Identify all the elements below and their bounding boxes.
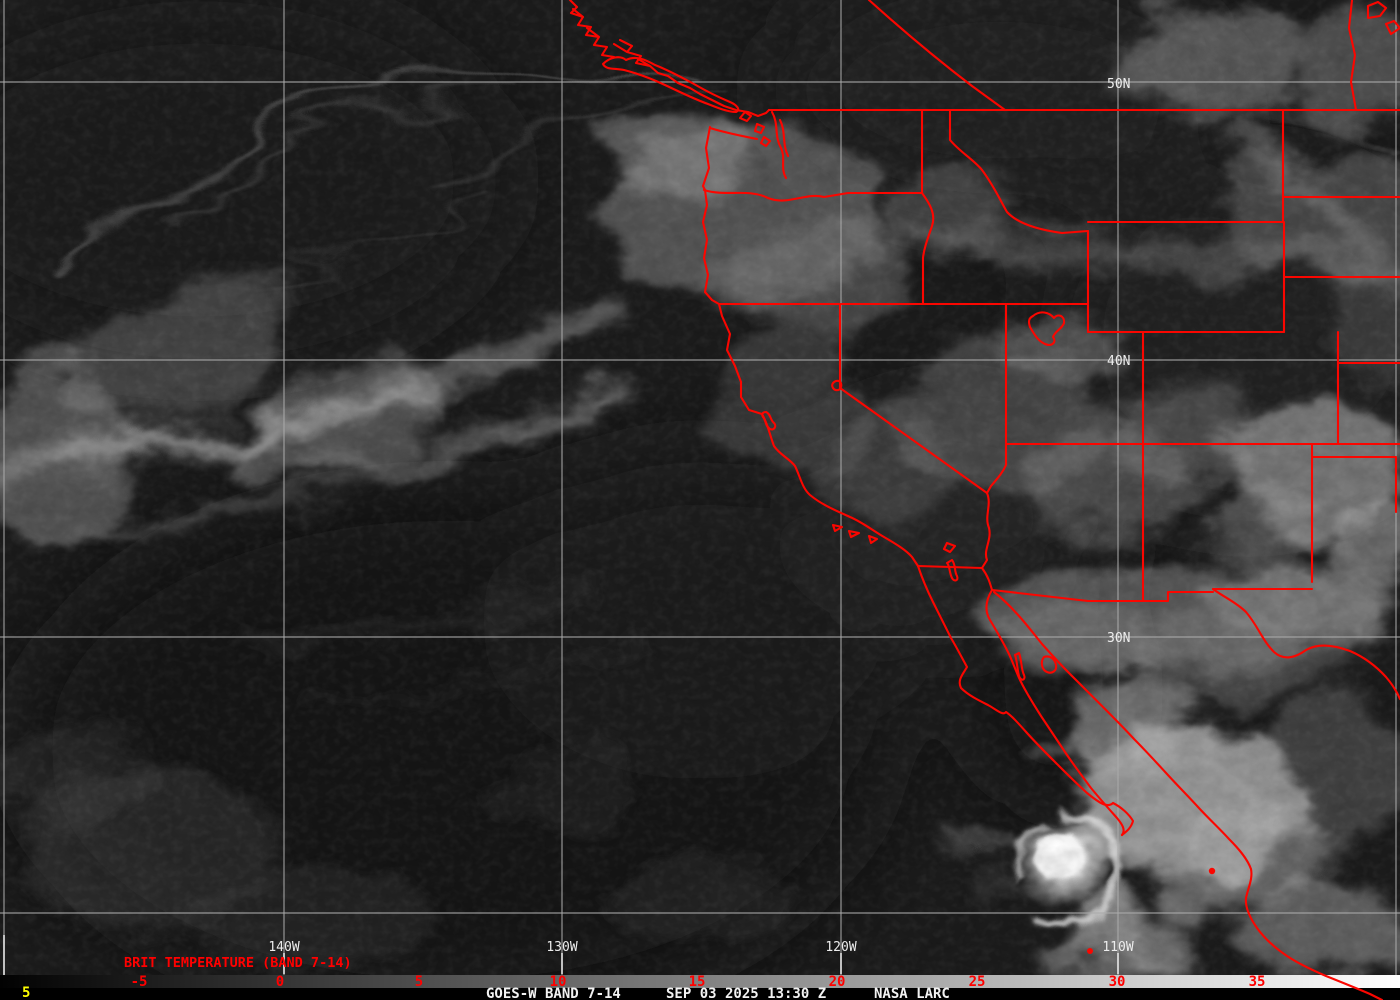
border-nevada-arizona-colorado-river bbox=[980, 442, 1008, 570]
island-marker-2 bbox=[1208, 867, 1216, 875]
colorbar-value-15: 15 bbox=[689, 974, 706, 990]
image-product-label: BRIT TEMPERATURE (BAND 7-14) bbox=[124, 955, 352, 971]
frame-number: 5 bbox=[22, 985, 30, 1000]
footer-credit: NASA LARC bbox=[874, 986, 950, 1000]
longitude-label-140W: 140W bbox=[268, 940, 299, 955]
longitude-tick-marks bbox=[283, 953, 1119, 974]
colorbar-tick-labels: -5 0 5 10 15 20 25 30 35 bbox=[131, 974, 1266, 990]
latitude-label-50N: 50N bbox=[1107, 77, 1130, 92]
footer-instrument-label: GOES-W BAND 7-14 bbox=[486, 986, 621, 1000]
colorbar-value-30: 30 bbox=[1109, 974, 1126, 990]
salton-sea bbox=[945, 558, 959, 582]
latitude-label-30N: 30N bbox=[1107, 631, 1130, 646]
gulf-of-california-islands bbox=[1013, 651, 1058, 681]
brightness-temperature-colorbar bbox=[0, 975, 1400, 988]
manitoba-lakes bbox=[1366, 0, 1400, 36]
longitude-labels: 140W 130W 120W 110W bbox=[268, 940, 1133, 955]
footer-timestamp: SEP 03 2025 13:30 Z bbox=[666, 986, 826, 1000]
colorbar-value-10: 10 bbox=[550, 974, 567, 990]
latitude-labels: 50N 40N 30N bbox=[1107, 77, 1130, 646]
colorbar-value-20: 20 bbox=[829, 974, 846, 990]
latitude-label-40N: 40N bbox=[1107, 354, 1130, 369]
longitude-label-110W: 110W bbox=[1102, 940, 1133, 955]
rio-grande bbox=[1211, 587, 1400, 701]
puget-sound bbox=[770, 110, 790, 180]
border-oregon-idaho-snake bbox=[920, 191, 935, 306]
colorbar-value--5: -5 bbox=[131, 974, 148, 990]
longitude-label-120W: 120W bbox=[825, 940, 856, 955]
baja-california-east-coast bbox=[985, 588, 1125, 837]
colorbar-value-5: 5 bbox=[415, 974, 423, 990]
great-salt-lake bbox=[1027, 311, 1066, 346]
channel-islands bbox=[831, 523, 957, 554]
colorbar-value-0: 0 bbox=[276, 974, 284, 990]
island-marker-1 bbox=[1087, 948, 1093, 954]
coastline-washington-oregon-california bbox=[701, 125, 920, 568]
longitude-label-130W: 130W bbox=[546, 940, 577, 955]
cloud-shape bbox=[0, 0, 1400, 975]
lat-lon-graticule bbox=[0, 0, 1400, 975]
gulf-islands bbox=[738, 110, 772, 148]
border-saskatchewan-manitoba bbox=[1347, 0, 1358, 112]
lake-tahoe bbox=[831, 379, 843, 392]
border-az-nm-mexico bbox=[990, 588, 1215, 603]
colorbar-value-35: 35 bbox=[1249, 974, 1266, 990]
border-idaho-montana-divide bbox=[948, 108, 1090, 235]
image-grain bbox=[0, 0, 1400, 975]
strait-of-juan-de-fuca bbox=[708, 126, 759, 141]
border-bc-alberta-divide bbox=[867, 0, 1007, 112]
vancouver-island bbox=[601, 56, 740, 114]
border-oklahoma-texas bbox=[1310, 455, 1398, 514]
baja-california-west-coast bbox=[916, 564, 1135, 837]
map-overlay bbox=[568, 0, 1400, 1000]
border-washington-oregon-columbia bbox=[702, 188, 924, 202]
coastline-sonora-sinaloa bbox=[992, 590, 1384, 1000]
colorbar-value-25: 25 bbox=[969, 974, 986, 990]
footer-bar bbox=[0, 988, 1400, 1000]
border-montana-dakotas bbox=[1281, 108, 1400, 224]
coastline-british-columbia bbox=[568, 0, 771, 118]
san-francisco-bay bbox=[761, 410, 777, 431]
